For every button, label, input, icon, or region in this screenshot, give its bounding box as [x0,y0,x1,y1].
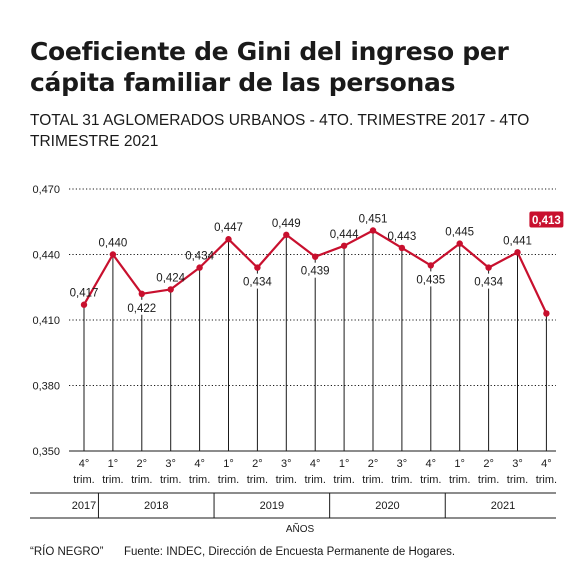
x-tick-trim-label: trim. [247,474,268,486]
x-tick-trim-label: trim. [420,474,441,486]
x-tick-trim-label: trim. [102,474,123,486]
data-label: 0,443 [388,231,417,243]
x-tick-trim-label: trim. [449,474,470,486]
x-tick-label: 3° [281,458,292,470]
x-tick-trim-label: trim. [478,474,499,486]
x-tick-trim-label: trim. [189,474,210,486]
x-tick-label: 2° [137,458,148,470]
x-tick-label: 3° [397,458,408,470]
data-point [254,264,261,271]
data-point [109,251,117,258]
data-point [340,242,348,249]
x-tick-label: 2° [252,458,263,470]
data-label: 0,444 [330,229,359,241]
year-label: 2020 [375,500,399,512]
data-label: 0,434 [243,277,272,289]
data-label-bg [240,273,275,289]
year-label: 2019 [260,500,284,512]
data-point [167,286,174,293]
x-tick-trim-label: trim. [362,474,383,486]
y-tick-label: 0,410 [32,315,60,327]
data-point [514,249,521,256]
x-tick-label: 3° [165,458,176,470]
data-label: 0,417 [70,288,99,300]
data-point [369,227,377,234]
data-point [138,290,145,297]
data-point [398,244,406,252]
x-tick-label: 2° [483,458,494,470]
data-point [485,264,492,271]
x-tick-label: 4° [194,458,205,470]
data-label: 0,449 [272,218,301,230]
data-label: 0,422 [127,303,156,315]
y-tick-label: 0,440 [32,250,60,262]
data-point [196,264,203,271]
data-point [456,240,463,247]
data-label-bg [298,262,333,278]
year-label: 2021 [491,500,515,512]
footer-credit: “RÍO NEGRO” [30,546,104,558]
data-point [543,310,550,317]
x-tick-label: 4° [426,458,437,470]
x-tick-label: 3° [512,458,523,470]
data-point [80,301,88,308]
chart-subtitle: TOTAL 31 AGLOMERADOS URBANOS - 4TO. TRIM… [30,112,530,150]
data-label: 0,451 [359,213,388,225]
data-label: 0,439 [301,266,330,278]
data-label: 0,434 [185,251,214,263]
x-tick-trim-label: trim. [276,474,297,486]
chart-title: Coeficiente de Gini del ingreso per cápi… [30,37,509,97]
x-tick-label: 1° [108,458,119,470]
x-tick-label: 4° [310,458,321,470]
data-label-bg [413,271,448,287]
x-tick-trim-label: trim. [536,474,557,486]
data-label-bg [471,273,506,289]
x-tick-trim-label: trim. [160,474,181,486]
highlight-badge [529,211,564,228]
x-axis-title: AÑOS [286,522,315,535]
x-tick-label: 4° [79,458,90,470]
x-tick-trim-label: trim. [131,474,152,486]
year-label: 2017 [72,500,96,512]
data-point [225,236,232,243]
data-label: 0,434 [474,277,503,289]
data-point [312,253,319,260]
data-label: 0,445 [445,227,474,239]
y-tick-label: 0,470 [32,184,60,196]
data-label-highlight: 0,413 [532,215,561,227]
x-tick-label: 1° [454,458,465,470]
data-label: 0,435 [416,274,445,286]
data-label-bg [124,299,159,315]
data-label: 0,424 [156,272,185,284]
footer-source: Fuente: INDEC, Dirección de Encuesta Per… [124,546,456,558]
x-tick-trim-label: trim. [507,474,528,486]
x-tick-trim-label: trim. [391,474,412,486]
data-label: 0,441 [503,235,532,247]
x-tick-label: 1° [223,458,234,470]
x-tick-label: 4° [541,458,552,470]
data-point [427,262,434,269]
data-label: 0,447 [214,222,243,234]
data-label: 0,440 [99,238,128,250]
data-point [283,231,290,239]
x-tick-trim-label: trim. [305,474,326,486]
x-tick-trim-label: trim. [333,474,354,486]
x-tick-trim-label: trim. [218,474,239,486]
x-tick-label: 2° [368,458,379,470]
x-tick-label: 1° [339,458,350,470]
x-tick-trim-label: trim. [73,474,94,486]
y-tick-label: 0,350 [32,446,60,458]
year-label: 2018 [144,500,168,512]
y-tick-label: 0,380 [32,381,60,393]
